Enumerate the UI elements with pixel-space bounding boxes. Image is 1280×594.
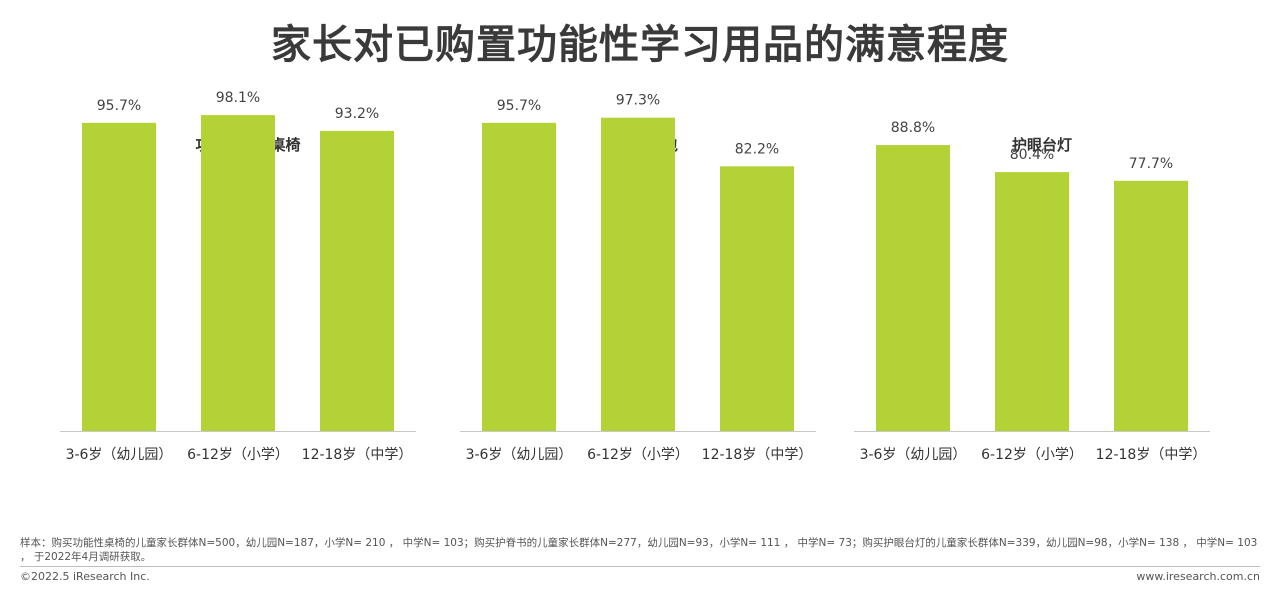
bar xyxy=(601,117,675,431)
chart-panel-desk-lamp: 护眼台灯 88.8% 3-6岁（幼儿园） 80.4% 6-12岁（小学） 77.7% 12-… xyxy=(852,120,1252,480)
bar-chart-desk-chair: 功能性学习桌椅95.7%3-6岁（幼儿园）98.1%6-12岁（小学）93.2%… xyxy=(60,90,416,463)
x-tick-label: 6-12岁（小学） xyxy=(187,447,289,463)
bar-chart-backpack: 护脊书包95.7%3-6岁（幼儿园）97.3%6-12岁（小学）82.2%12-… xyxy=(460,93,816,463)
x-tick-label: 12-18岁（中学） xyxy=(302,447,413,463)
bar xyxy=(876,145,950,431)
bar-chart-desk-lamp: 护眼台灯 88.8% 3-6岁（幼儿园） 80.4% 6-12岁（小学） 77.7% 12-… xyxy=(854,120,1210,463)
sample-note: 样本：购买功能性桌椅的儿童家长群体N=500，幼儿园N=187，小学N= 210… xyxy=(20,537,1258,563)
x-tick-label: 12-18岁（中学） xyxy=(702,447,813,463)
data-label: 98.1% xyxy=(216,90,260,106)
x-tick-label: 3-6岁（幼儿园） xyxy=(66,447,173,463)
page-title: 家长对已购置功能性学习用品的满意程度 xyxy=(271,22,1009,68)
data-label: 95.7% xyxy=(97,98,141,114)
x-tick-label: 3-6岁（幼儿园） xyxy=(860,447,967,463)
x-tick-label: 12-18岁（中学） xyxy=(1096,447,1207,463)
data-label: 82.2% xyxy=(735,141,779,157)
bar xyxy=(320,130,394,431)
website-link[interactable]: www.iresearch.com.cn xyxy=(1136,570,1260,583)
chart-panel-backpack: 护脊书包95.7%3-6岁（幼儿园）97.3%6-12岁（小学）82.2%12-… xyxy=(458,93,858,480)
x-tick-label: 6-12岁（小学） xyxy=(981,447,1083,463)
bar xyxy=(720,166,794,432)
data-label: 77.7% xyxy=(1129,156,1173,172)
bar xyxy=(482,122,556,431)
footer-divider xyxy=(20,566,1260,567)
data-label: 93.2% xyxy=(335,106,379,122)
copyright-text: ©2022.5 iResearch Inc. xyxy=(20,570,150,583)
chart-panel-desk-chair: 功能性学习桌椅95.7%3-6岁（幼儿园）98.1%6-12岁（小学）93.2%… xyxy=(58,90,458,480)
x-tick-label: 3-6岁（幼儿园） xyxy=(466,447,573,463)
data-label: 97.3% xyxy=(616,93,660,109)
bar xyxy=(82,122,156,431)
data-label: 88.8% xyxy=(891,120,935,136)
data-label: 95.7% xyxy=(497,98,541,114)
x-tick-label: 6-12岁（小学） xyxy=(587,447,689,463)
bar xyxy=(1114,180,1188,431)
chart-title: 护眼台灯 xyxy=(1012,136,1072,154)
bar xyxy=(201,115,275,432)
data-label: 80.4% xyxy=(1010,147,1054,163)
bar xyxy=(995,172,1069,431)
